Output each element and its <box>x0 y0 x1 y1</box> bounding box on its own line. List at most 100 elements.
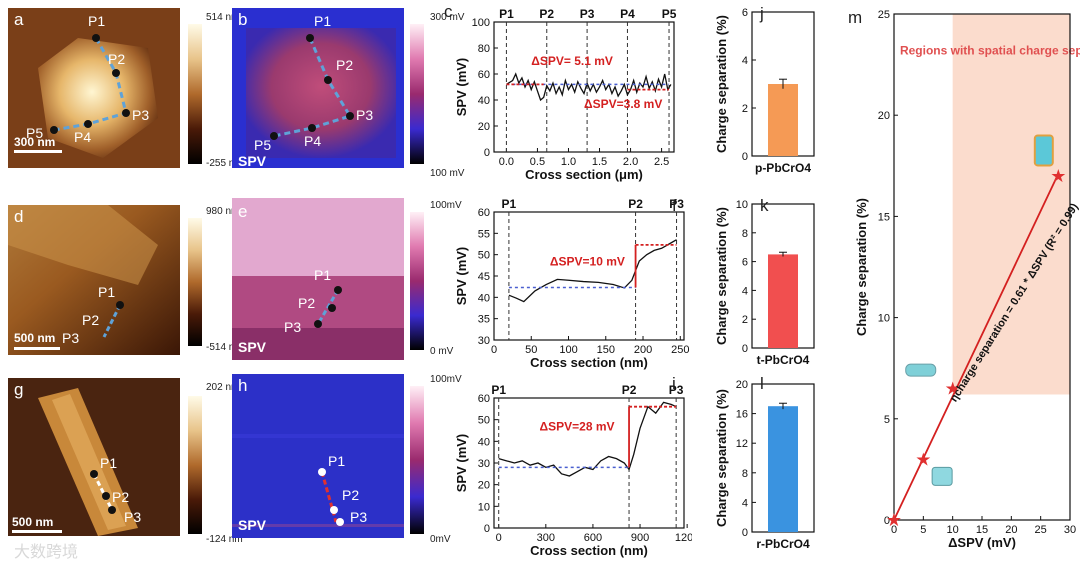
data-line <box>508 239 677 303</box>
plot-frame <box>493 397 685 529</box>
y-tick-label: 60 <box>478 69 490 81</box>
x-tick-label: 600 <box>584 532 602 544</box>
y-tick-label: 20 <box>878 110 890 122</box>
data-line <box>498 401 677 477</box>
point-label: P2 <box>82 312 99 328</box>
panel-label: a <box>14 10 24 29</box>
panel-a: P1 P2 P3 P4 P5 300 nm a <box>8 8 180 168</box>
y-axis-label: SPV (mV) <box>454 247 469 306</box>
x-tick-label: 25 <box>1035 524 1047 536</box>
x-tick-label: 150 <box>597 344 615 356</box>
colorbar-e <box>410 212 424 350</box>
annotation: ΔSPV=10 mV <box>550 254 625 268</box>
y-tick-label: 10 <box>478 501 490 513</box>
y-tick-label: 0 <box>484 523 490 535</box>
y-tick-label: 10 <box>736 199 748 211</box>
point-label: P4 <box>74 129 91 145</box>
point-label: P3 <box>350 509 367 525</box>
panel-label: f <box>672 196 677 215</box>
crystal-plate-icon <box>905 363 937 377</box>
afm-map-a: P1 P2 P3 P4 P5 300 nm <box>8 8 180 168</box>
y-tick-label: 45 <box>478 271 490 283</box>
marker-label: P3 <box>669 197 684 211</box>
colorbar-max: 100mV <box>430 200 462 211</box>
point-label: P1 <box>100 455 117 471</box>
chart-c: 0 20 40 60 80 100 0.0 0.5 1.0 1.5 2.0 2.5 Cross sect… <box>454 7 677 182</box>
scale-bar <box>14 150 62 153</box>
y-tick-label: 35 <box>478 314 490 326</box>
colorbar-max: 980 nm <box>206 206 240 217</box>
y-tick-label: 20 <box>736 379 748 391</box>
scale-bar-label: 300 nm <box>14 135 55 149</box>
data-point: ★ <box>1050 166 1066 186</box>
point-label: P2 <box>342 487 359 503</box>
marker-label: P2 <box>628 197 643 211</box>
panel-label: e <box>238 202 248 221</box>
scale-bar-label: 500 nm <box>14 331 55 345</box>
data-point: ★ <box>915 449 931 469</box>
data-line <box>506 72 672 102</box>
point-label: P1 <box>314 13 331 29</box>
marker-label: P4 <box>620 7 635 21</box>
y-tick-label: 40 <box>478 292 490 304</box>
panel-label: k <box>760 196 769 215</box>
point-label: P5 <box>254 137 271 153</box>
point-label: P1 <box>314 267 331 283</box>
colorbar-max: 300 mV <box>430 12 465 23</box>
y-tick-label: 20 <box>478 121 490 133</box>
plot-frame <box>493 211 685 341</box>
y-tick-label: 50 <box>478 415 490 427</box>
panel-g: P1 P2 P3 500 nm g <box>8 378 180 536</box>
y-tick-label: 12 <box>736 438 748 450</box>
y-tick-label: 6 <box>742 257 748 269</box>
panel-label: d <box>14 207 24 226</box>
y-tick-label: 0 <box>884 515 890 527</box>
colorbar-max: 514 nm <box>206 12 240 23</box>
y-tick-label: 55 <box>478 228 490 240</box>
x-tick-label: 200 <box>634 344 652 356</box>
scale-bar-label: 500 nm <box>12 515 53 529</box>
marker-label: P1 <box>491 383 506 397</box>
x-axis-label: Cross section (nm) <box>530 355 648 370</box>
y-tick-label: 40 <box>478 436 490 448</box>
y-tick-label: 4 <box>742 55 748 67</box>
y-tick-label: 2 <box>742 314 748 326</box>
y-axis-label: Charge separation (%) <box>714 15 729 153</box>
panel-label: m <box>848 8 863 27</box>
y-tick-label: 40 <box>478 95 490 107</box>
bar <box>768 84 798 156</box>
marker-label: P3 <box>580 7 595 21</box>
x-tick-label: 30 <box>1064 524 1076 536</box>
colorbar-g <box>188 396 202 534</box>
panel-label: g <box>14 380 24 399</box>
colorbar-min: -255 nm <box>206 158 243 169</box>
colorbar-min: 100 mV <box>430 168 465 179</box>
x-tick-label: 0.0 <box>499 156 514 168</box>
panel-b: P1 P2 P3 P4 P5 SPV b <box>232 8 404 169</box>
y-tick-label: 20 <box>478 480 490 492</box>
crystal-cube-icon <box>931 466 953 486</box>
y-tick-label: 6 <box>742 7 748 19</box>
point-label: P1 <box>328 453 345 469</box>
y-tick-label: 4 <box>742 285 748 297</box>
x-tick-label: 2.0 <box>623 156 638 168</box>
marker-label: P1 <box>502 197 517 211</box>
category-label: p-PbCrO4 <box>755 161 811 175</box>
colorbar-min: 0mV <box>430 534 451 545</box>
annotation: ΔSPV=28 mV <box>540 420 615 434</box>
x-tick-label: 2.5 <box>654 156 669 168</box>
scale-bar <box>14 347 60 350</box>
annotation: ΔSPV= 5.1 mV <box>531 54 613 68</box>
panel-label: b <box>238 10 248 29</box>
panel-label: c <box>444 2 453 21</box>
colorbar-max: 100mV <box>430 374 462 385</box>
spv-map-e: P1 P2 P3 SPV <box>232 198 404 360</box>
point-label: P2 <box>112 489 129 505</box>
chart-f: 30 35 40 45 50 55 60 0 50 100 150 200 250 Cross secti… <box>454 197 689 370</box>
chart-k: 0 2 4 6 8 10 t-PbCrO4 Charge separation (%) <box>714 199 815 367</box>
y-tick-label: 0 <box>742 151 748 163</box>
watermark: 大数跨境 <box>14 542 79 561</box>
x-tick-label: 15 <box>976 524 988 536</box>
panel-e: P1 P2 P3 SPV e <box>232 198 404 360</box>
y-axis-label: Charge separation (%) <box>714 207 729 345</box>
